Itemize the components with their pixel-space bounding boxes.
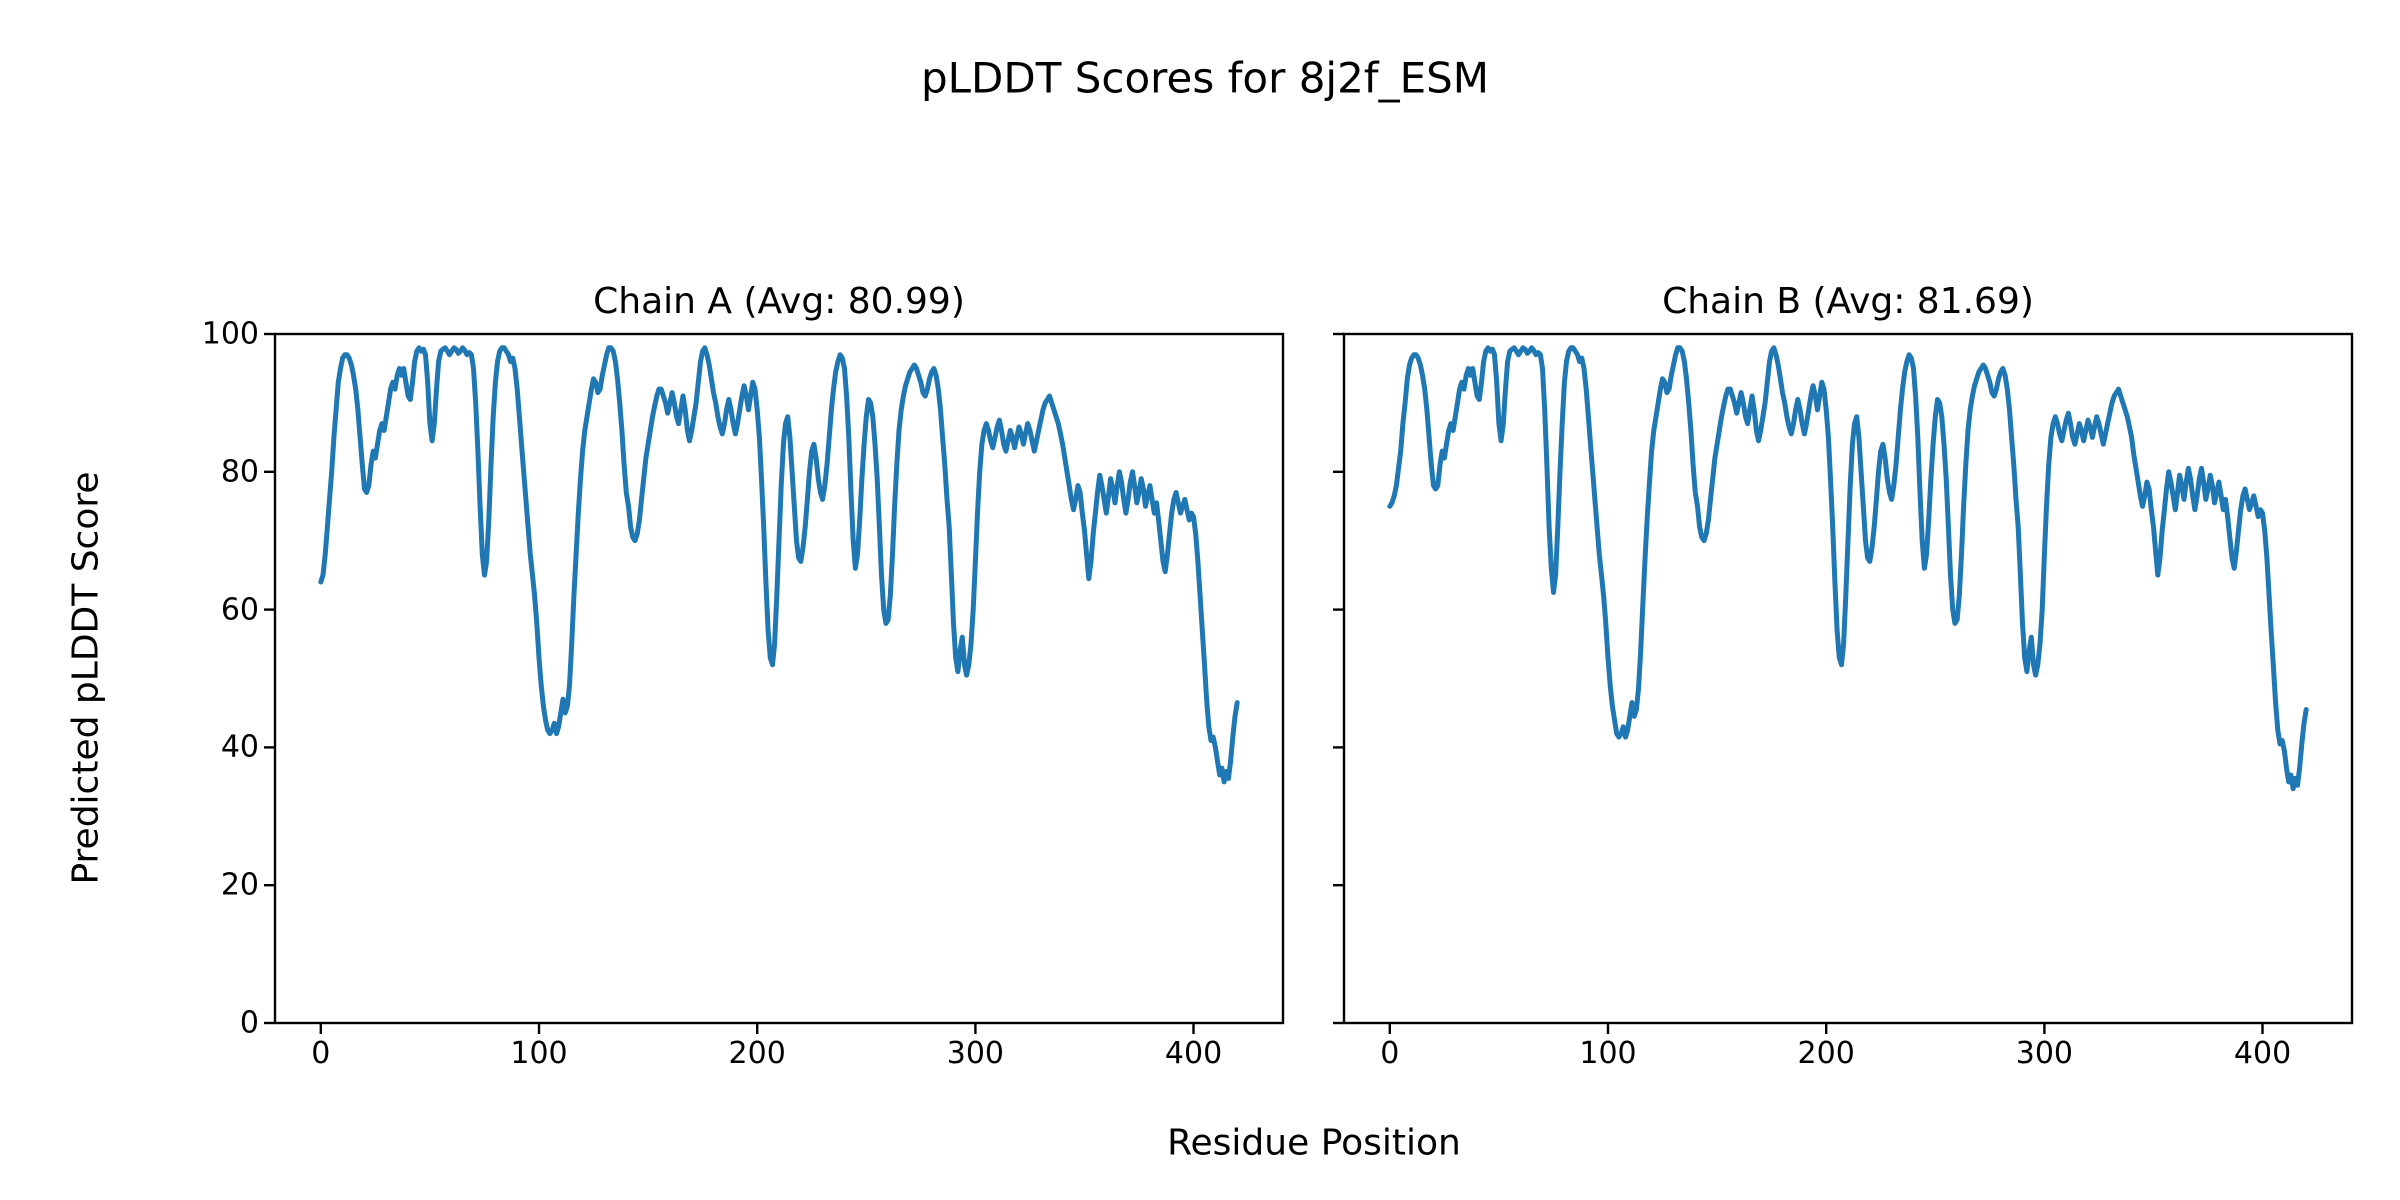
y-tick-label: 40 bbox=[220, 729, 259, 765]
chain-b-title: Chain B (Avg: 81.69) bbox=[1662, 281, 2034, 322]
x-tick-label: 400 bbox=[1164, 1036, 1223, 1071]
y-tick-label: 20 bbox=[220, 867, 259, 903]
x-tick-label: 200 bbox=[1797, 1036, 1855, 1071]
chain-a-x-tick-labels: 0 100 200 300 400 bbox=[275, 1023, 1283, 1083]
x-tick-label: 0 bbox=[311, 1036, 331, 1071]
x-tick-label: 200 bbox=[728, 1036, 786, 1071]
chain-a-title: Chain A (Avg: 80.99) bbox=[593, 281, 965, 322]
x-tick-label: 0 bbox=[1380, 1036, 1400, 1071]
y-tick-label: 60 bbox=[220, 592, 259, 628]
y-tick-label: 80 bbox=[220, 454, 259, 490]
x-axis-label: Residue Position bbox=[1167, 1122, 1461, 1164]
chain-b-axes: Chain B (Avg: 81.69) 0 100 200 300 400 bbox=[1333, 281, 2354, 1070]
x-tick-label: 300 bbox=[2015, 1036, 2073, 1071]
x-tick-label: 100 bbox=[1579, 1036, 1637, 1071]
chain-a-line-chart bbox=[264, 332, 1285, 1034]
x-tick-label: 300 bbox=[946, 1036, 1004, 1071]
x-tick-label: 100 bbox=[510, 1036, 568, 1071]
figure-title: pLDDT Scores for 8j2f_ESM bbox=[920, 53, 1490, 103]
x-tick-label: 400 bbox=[2233, 1036, 2292, 1071]
y-axis-label: Predicted pLDDT Score bbox=[65, 471, 107, 885]
chain-b-line-chart bbox=[1333, 332, 2354, 1034]
y-tick-label: 0 bbox=[239, 1005, 259, 1041]
chain-a-y-tick-labels: 0 20 40 60 80 100 bbox=[149, 318, 259, 1040]
chain-b-x-tick-labels: 0 100 200 300 400 bbox=[1344, 1023, 2352, 1083]
chain-a-axes: Chain A (Avg: 80.99) 0 20 40 60 80 100 0… bbox=[202, 281, 1285, 1070]
y-tick-label: 100 bbox=[201, 316, 259, 352]
